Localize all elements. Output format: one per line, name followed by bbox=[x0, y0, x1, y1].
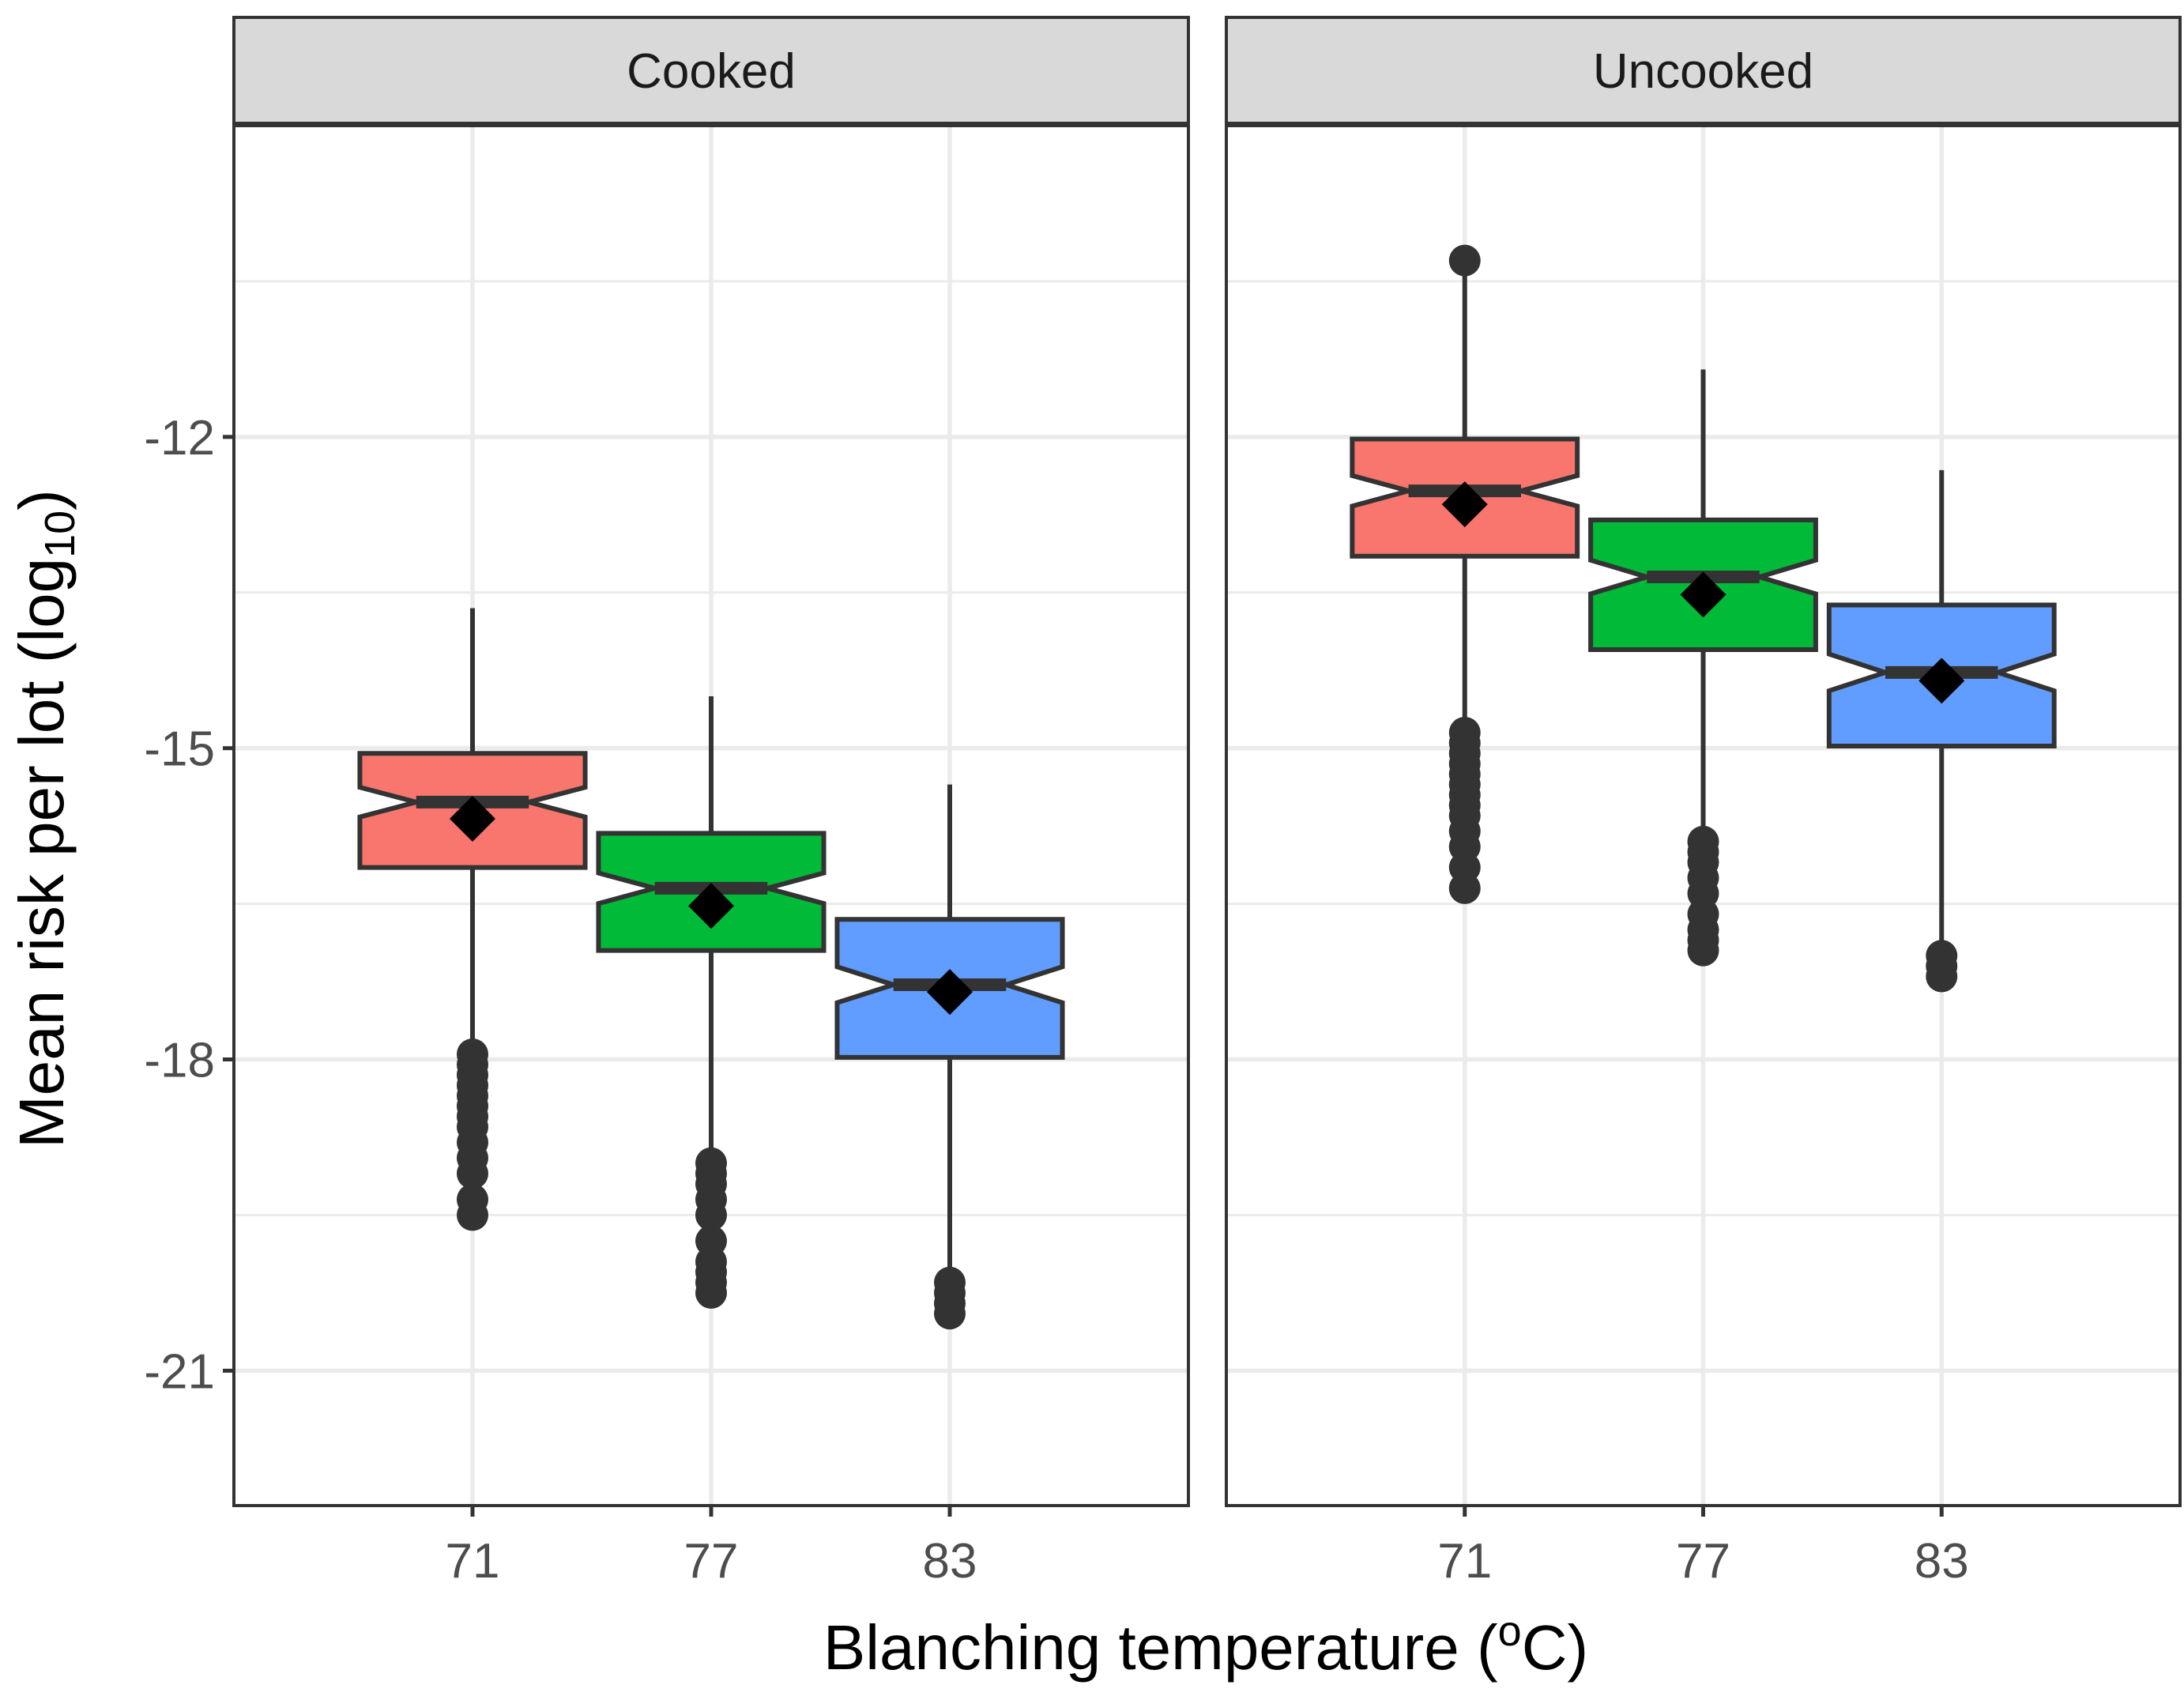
y-axis-title-subscript: 10 bbox=[36, 511, 84, 558]
box-group-cooked-83 bbox=[834, 784, 1065, 1330]
mean-marker bbox=[688, 883, 734, 929]
y-axis-title: Mean risk per lot (log10) bbox=[6, 489, 84, 1148]
x-tick-label: 77 bbox=[684, 1534, 739, 1589]
x-tick-label: 71 bbox=[446, 1534, 500, 1589]
mean-marker bbox=[1919, 658, 1965, 704]
x-axis-title-after: C) bbox=[1522, 1612, 1588, 1683]
outlier-point bbox=[457, 1157, 488, 1189]
box-group-uncooked-83 bbox=[1826, 469, 2057, 993]
x-tick-label: 77 bbox=[1676, 1534, 1730, 1589]
box-group-cooked-77 bbox=[596, 696, 827, 1309]
facet-label: Uncooked bbox=[1593, 44, 1813, 99]
y-tick-label: -15 bbox=[144, 722, 215, 777]
outlier-point bbox=[695, 1199, 727, 1231]
outlier-point bbox=[695, 1276, 727, 1309]
mean-marker bbox=[450, 795, 495, 842]
y-tick-label: -12 bbox=[144, 411, 215, 466]
outlier-point bbox=[457, 1199, 488, 1231]
facet-label: Cooked bbox=[627, 44, 796, 99]
box-group-cooked-71 bbox=[357, 608, 588, 1231]
facet-strip bbox=[232, 16, 1190, 125]
facet-strip bbox=[1225, 16, 2182, 125]
y-tick-label: -18 bbox=[144, 1034, 215, 1088]
y-axis-title-after: ) bbox=[6, 489, 77, 511]
x-axis-title-superscript: o bbox=[1498, 1608, 1522, 1655]
box-group-uncooked-71 bbox=[1350, 244, 1580, 904]
mean-marker bbox=[927, 969, 973, 1016]
outlier-point bbox=[1448, 872, 1481, 904]
mean-marker bbox=[1441, 481, 1488, 528]
y-axis-title-text: Mean risk per lot (log bbox=[6, 558, 77, 1148]
x-axis-title-text: Blanching temperature ( bbox=[823, 1612, 1498, 1683]
outlier-point bbox=[1448, 244, 1481, 277]
x-tick-label: 71 bbox=[1437, 1534, 1492, 1589]
outlier-point bbox=[934, 1298, 966, 1330]
box-group-uncooked-77 bbox=[1588, 369, 1818, 967]
mean-marker bbox=[1680, 571, 1726, 618]
y-tick-label: -21 bbox=[144, 1344, 215, 1399]
x-axis-title: Blanching temperature (oC) bbox=[823, 1608, 1588, 1683]
x-tick-label: 83 bbox=[923, 1534, 977, 1589]
x-tick-label: 83 bbox=[1915, 1534, 1969, 1589]
outlier-point bbox=[1687, 934, 1719, 967]
outlier-point bbox=[1926, 960, 1958, 993]
